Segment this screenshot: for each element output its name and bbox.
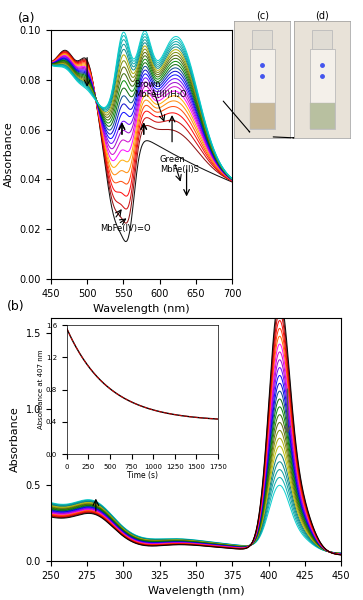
Title: (c): (c): [256, 11, 269, 21]
Bar: [252, 31, 272, 49]
Bar: [312, 31, 332, 49]
Y-axis label: Absorbance: Absorbance: [4, 122, 14, 187]
Text: (a): (a): [18, 12, 36, 25]
Text: Green
MbFe(II)S: Green MbFe(II)S: [160, 154, 199, 174]
Y-axis label: Absorbance: Absorbance: [10, 407, 20, 472]
Bar: [250, 103, 275, 128]
Bar: [310, 103, 335, 128]
Text: Brown
MbFe(III)H₂O: Brown MbFe(III)H₂O: [134, 80, 187, 99]
Text: MbFe(IV)=O: MbFe(IV)=O: [100, 224, 150, 233]
X-axis label: Wavelength (nm): Wavelength (nm): [148, 586, 244, 596]
Text: (b): (b): [7, 300, 25, 313]
Bar: [310, 49, 335, 128]
X-axis label: Wavelength (nm): Wavelength (nm): [93, 304, 190, 314]
Bar: [250, 49, 275, 128]
Title: (d): (d): [315, 11, 329, 21]
